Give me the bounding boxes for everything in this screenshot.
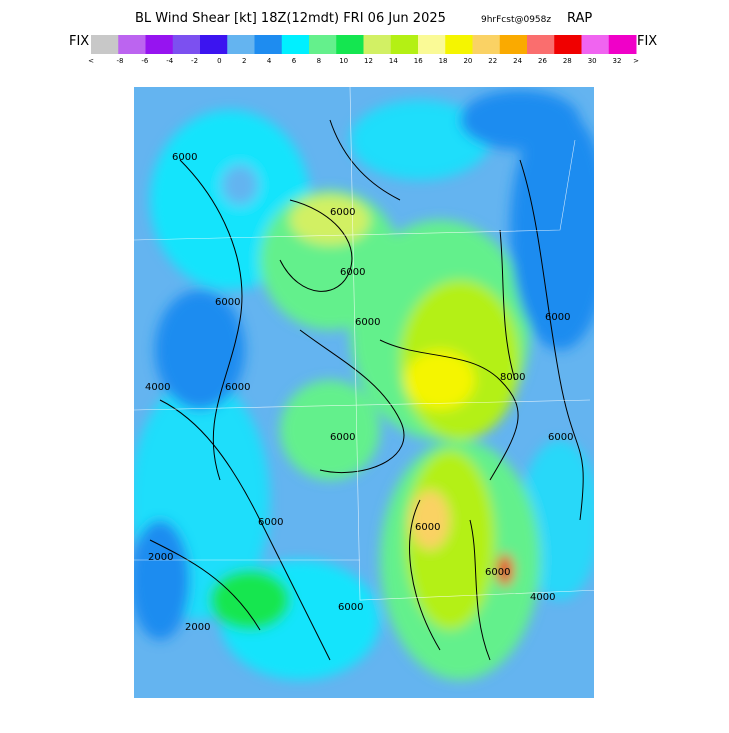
contour-label: 6000 <box>215 297 240 308</box>
colorbar-left-label: FIX <box>69 34 89 49</box>
colorbar-swatch <box>200 35 228 54</box>
colorbar-swatch <box>363 35 392 54</box>
colorbar-swatch <box>499 35 528 54</box>
colorbar-label: 30 <box>588 57 597 65</box>
boundaries <box>134 87 594 601</box>
shading <box>134 90 594 680</box>
colorbar-label: 28 <box>563 57 572 65</box>
colorbar-label: > <box>633 57 639 65</box>
colorbar-swatch <box>445 35 473 54</box>
colorbar-swatch <box>254 35 283 54</box>
contour-label: 6000 <box>548 432 573 443</box>
colorbar-label: 32 <box>613 57 622 65</box>
colorbar-label: 12 <box>364 57 373 65</box>
contour-label: 6000 <box>340 267 365 278</box>
colorbar-swatch <box>336 35 364 54</box>
contour-label: 2000 <box>185 622 210 633</box>
colorbar-swatch <box>227 35 255 54</box>
colorbar-label: 18 <box>439 57 448 65</box>
contour-label: 6000 <box>545 312 570 323</box>
contour-label: 8000 <box>500 372 525 383</box>
colorbar-label: -4 <box>166 57 174 65</box>
colorbar-label: 22 <box>488 57 497 65</box>
colorbar-label: 16 <box>414 57 423 65</box>
colorbar-label: 0 <box>217 57 221 65</box>
map: 6000 6000 6000 6000 4000 6000 6000 6000 … <box>134 87 594 698</box>
title: BL Wind Shear [kt] 18Z(12mdt) FRI 06 Jun… <box>135 11 592 26</box>
contour-label: 2000 <box>148 552 173 563</box>
colorbar-label: 2 <box>242 57 246 65</box>
colorbar-label: 8 <box>317 57 321 65</box>
contour-label: 6000 <box>415 522 440 533</box>
contour-label: 6000 <box>330 207 355 218</box>
contour-labels: 6000 6000 6000 6000 4000 6000 6000 6000 … <box>145 152 573 633</box>
colorbar-label: 10 <box>339 57 348 65</box>
colorbar-label: -6 <box>141 57 149 65</box>
contour-label: 4000 <box>145 382 170 393</box>
contour-label: 6000 <box>330 432 355 443</box>
colorbar-label: 14 <box>389 57 398 65</box>
contour-label: 6000 <box>355 317 380 328</box>
colorbar-swatch <box>527 35 555 54</box>
colorbar-swatch <box>472 35 501 54</box>
colorbar-swatch <box>581 35 610 54</box>
colorbar-swatch <box>145 35 174 54</box>
colorbar-label: 24 <box>513 57 522 65</box>
contour-label: 6000 <box>258 517 283 528</box>
colorbar-swatch <box>390 35 419 54</box>
colorbar-label: -8 <box>117 57 124 65</box>
colorbar-right-label: FIX <box>637 34 657 49</box>
colorbar-label: 4 <box>267 57 272 65</box>
colorbar-label: 26 <box>538 57 547 65</box>
colorbar-label: < <box>88 57 94 65</box>
colorbar-swatch <box>91 35 119 54</box>
colorbar-swatch <box>172 35 201 54</box>
colorbar-swatch <box>309 35 337 54</box>
contour-label: 6000 <box>485 567 510 578</box>
title-text: BL Wind Shear [kt] 18Z(12mdt) FRI 06 Jun… <box>135 11 446 26</box>
colorbar-swatch <box>554 35 582 54</box>
colorbar-swatch <box>281 35 310 54</box>
colorbar: < -8 -6 -4 -2 0 2 4 6 8 10 12 14 16 18 20 22 24 26 28 30 32 > <box>88 35 639 65</box>
colorbar-swatch <box>418 35 446 54</box>
colorbar-swatch <box>608 35 637 54</box>
contour-label: 6000 <box>225 382 250 393</box>
colorbar-swatch <box>118 35 146 54</box>
colorbar-label: 20 <box>463 57 472 65</box>
model-text: RAP <box>567 11 592 26</box>
contour-label: 4000 <box>530 592 555 603</box>
contour-label: 6000 <box>172 152 197 163</box>
forecast-text: 9hrFcst@0958z <box>481 15 551 25</box>
colorbar-label: -2 <box>191 57 198 65</box>
colorbar-label: 6 <box>292 57 297 65</box>
contour-label: 6000 <box>338 602 363 613</box>
contours <box>149 119 584 661</box>
